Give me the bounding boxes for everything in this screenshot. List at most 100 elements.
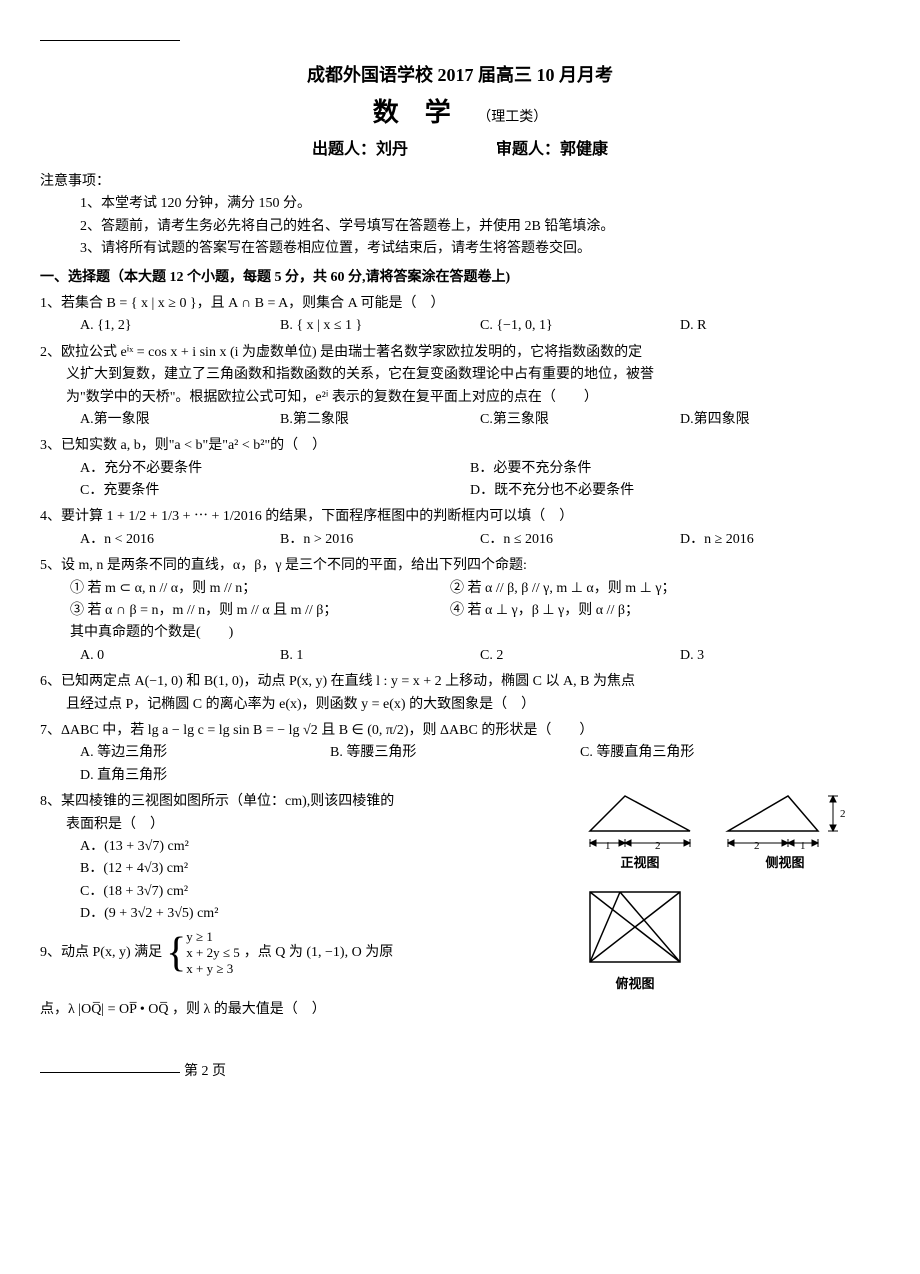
q9-stem1: 9、动点 P(x, y) 满足 [40,942,162,964]
footer-rule [40,1072,180,1073]
q8-opt-a: A．(13 + 3√7) cm² [80,836,330,858]
q7-opt-c: C. 等腰直角三角形 [580,742,830,764]
q3-opt-b: B．必要不充分条件 [470,458,860,480]
q4-opt-b: B．n > 2016 [280,529,480,551]
q7-opt-b: B. 等腰三角形 [330,742,580,764]
svg-text:1: 1 [605,840,611,851]
front-view: 1 2 正视图 [580,791,700,874]
q5-stem: 5、设 m, n 是两条不同的直线，α，β，γ 是三个不同的平面，给出下列四个命… [40,555,880,577]
notice-item: 1、本堂考试 120 分钟，满分 150 分。 [80,193,880,215]
q4-opt-d: D．n ≥ 2016 [680,529,880,551]
q5-props: ① 若 m ⊂ α, n // α，则 m // n； ② 若 α // β, … [40,578,880,623]
subject-text: 数 学 [373,98,451,127]
question-4: 4、要计算 1 + 1/2 + 1/3 + ⋯ + 1/2016 的结果，下面程… [40,506,880,551]
top-view-label: 俯视图 [580,974,690,995]
q8-opt-b: B．(12 + 4√3) cm² [80,858,330,880]
q8-stem2: 表面积是（ ） [40,814,570,836]
q8-text: 8、某四棱锥的三视图如图所示（单位：cm),则该四棱锥的 表面积是（ ） A．(… [40,791,570,980]
q5-p1: ① 若 m ⊂ α, n // α，则 m // n； [70,578,450,600]
section1-head: 一、选择题（本大题 12 个小题，每题 5 分，共 60 分,请将答案涂在答题卷… [40,267,880,289]
header-rule [40,40,180,41]
q5-opt-c: C. 2 [480,645,680,667]
q2-stem3: 为"数学中的天桥"。根据欧拉公式可知，e²ⁱ 表示的复数在复平面上对应的点在（ … [40,387,880,409]
q9-sys3: x + y ≥ 3 [186,961,239,977]
question-6: 6、已知两定点 A(−1, 0) 和 B(1, 0)，动点 P(x, y) 在直… [40,671,880,716]
q7-stem: 7、ΔABC 中，若 lg a − lg c = lg sin B = − lg… [40,720,880,742]
q4-opt-c: C．n ≤ 2016 [480,529,680,551]
notice-list: 1、本堂考试 120 分钟，满分 150 分。 2、答题前，请考生务必先将自己的… [40,193,880,260]
question-1: 1、若集合 B = { x | x ≥ 0 }，且 A ∩ B = A，则集合 … [40,293,880,338]
q3-opt-c: C．充要条件 [80,480,470,502]
q5-p3: ③ 若 α ∩ β = n，m // n，则 m // α 且 m // β； [70,600,450,622]
authors: 出题人：刘丹 审题人：郭健康 [40,137,880,163]
q9-sys1: y ≥ 1 [186,929,239,945]
q8-stem1: 8、某四棱锥的三视图如图所示（单位：cm),则该四棱锥的 [40,791,570,813]
q1-options: A. {1, 2} B. { x | x ≤ 1 } C. {−1, 0, 1}… [40,315,880,337]
q5-options: A. 0 B. 1 C. 2 D. 3 [40,645,880,667]
notice-head: 注意事项： [40,171,880,193]
question-7: 7、ΔABC 中，若 lg a − lg c = lg sin B = − lg… [40,720,880,787]
page-footer: 第 2 页 [40,1061,880,1083]
front-view-svg: 1 2 [580,791,700,851]
q8-opt-c: C．(18 + 3√7) cm² [80,881,330,903]
q8-opt-d: D．(9 + 3√2 + 3√5) cm² [80,903,330,925]
q9-stem3: 点，λ |OQ̅| = OP̅ • OQ̅ ，则 λ 的最大值是（ ） [40,999,880,1021]
q5-tail: 其中真命题的个数是( ) [40,622,880,644]
reviewer-label: 审题人： [496,137,560,163]
q1-opt-a: A. {1, 2} [80,315,280,337]
q9-stem2: ，点 Q 为 (1, −1), O 为原 [244,942,393,964]
top-view-svg [580,882,690,972]
page-number: 第 2 页 [184,1061,226,1083]
question-2: 2、欧拉公式 eⁱˣ = cos x + i sin x (i 为虚数单位) 是… [40,342,880,432]
author-label: 出题人： [312,137,376,163]
q4-opt-a: A．n < 2016 [80,529,280,551]
question-8: 8、某四棱锥的三视图如图所示（单位：cm),则该四棱锥的 表面积是（ ） A．(… [40,791,880,995]
figures: 1 2 正视图 [580,791,880,995]
q9-system: { y ≥ 1 x + 2y ≤ 5 x + y ≥ 3 [166,929,240,976]
q1-opt-d: D. R [680,315,880,337]
svg-text:2: 2 [840,808,846,820]
exam-subject: 数 学 （理工类） [40,92,880,134]
question-5: 5、设 m, n 是两条不同的直线，α，β，γ 是三个不同的平面，给出下列四个命… [40,555,880,667]
q1-stem: 1、若集合 B = { x | x ≥ 0 }，且 A ∩ B = A，则集合 … [40,293,880,315]
notice-item: 3、请将所有试题的答案写在答题卷相应位置，考试结束后，请考生将答题卷交回。 [80,238,880,260]
reviewer-name: 郭健康 [560,137,608,163]
q3-opt-d: D．既不充分也不必要条件 [470,480,860,502]
front-view-label: 正视图 [580,853,700,874]
subject-category: （理工类） [477,110,547,125]
q3-stem: 3、已知实数 a, b，则"a < b"是"a² < b²"的（ ） [40,435,880,457]
side-view-svg: 2 1 2 [720,791,850,851]
top-view: 俯视图 [580,882,690,995]
q7-opt-a: A. 等边三角形 [80,742,330,764]
side-view-label: 侧视图 [720,853,850,874]
q2-opt-b: B.第二象限 [280,409,480,431]
q6-stem2: 且经过点 P，记椭圆 C 的离心率为 e(x)，则函数 y = e(x) 的大致… [40,694,880,716]
q3-options: A．充分不必要条件 B．必要不充分条件 C．充要条件 D．既不充分也不必要条件 [40,458,880,503]
q8-options: A．(13 + 3√7) cm² B．(12 + 4√3) cm² C．(18 … [40,836,570,926]
exam-title: 成都外国语学校 2017 届高三 10 月月考 [40,61,880,90]
svg-text:1: 1 [800,840,806,851]
q4-options: A．n < 2016 B．n > 2016 C．n ≤ 2016 D．n ≥ 2… [40,529,880,551]
q7-options: A. 等边三角形 B. 等腰三角形 C. 等腰直角三角形 D. 直角三角形 [40,742,880,787]
side-view: 2 1 2 侧视图 [720,791,850,874]
q2-opt-d: D.第四象限 [680,409,880,431]
question-3: 3、已知实数 a, b，则"a < b"是"a² < b²"的（ ） A．充分不… [40,435,880,502]
q2-opt-c: C.第三象限 [480,409,680,431]
q2-stem2: 义扩大到复数，建立了三角函数和指数函数的关系，它在复变函数理论中占有重要的地位，… [40,364,880,386]
q9-sys2: x + 2y ≤ 5 [186,945,239,961]
q2-stem1: 2、欧拉公式 eⁱˣ = cos x + i sin x (i 为虚数单位) 是… [40,342,880,364]
q2-options: A.第一象限 B.第二象限 C.第三象限 D.第四象限 [40,409,880,431]
q7-opt-d: D. 直角三角形 [80,765,330,787]
q6-stem1: 6、已知两定点 A(−1, 0) 和 B(1, 0)，动点 P(x, y) 在直… [40,671,880,693]
q5-opt-d: D. 3 [680,645,880,667]
q5-opt-a: A. 0 [80,645,280,667]
q4-stem: 4、要计算 1 + 1/2 + 1/3 + ⋯ + 1/2016 的结果，下面程… [40,506,880,528]
author-name: 刘丹 [376,137,408,163]
q5-p2: ② 若 α // β, β // γ, m ⊥ α，则 m ⊥ γ； [450,578,830,600]
svg-text:2: 2 [754,840,760,851]
q2-opt-a: A.第一象限 [80,409,280,431]
q5-opt-b: B. 1 [280,645,480,667]
q3-opt-a: A．充分不必要条件 [80,458,470,480]
q5-p4: ④ 若 α ⊥ γ，β ⊥ γ，则 α // β； [450,600,830,622]
q1-opt-b: B. { x | x ≤ 1 } [280,315,480,337]
